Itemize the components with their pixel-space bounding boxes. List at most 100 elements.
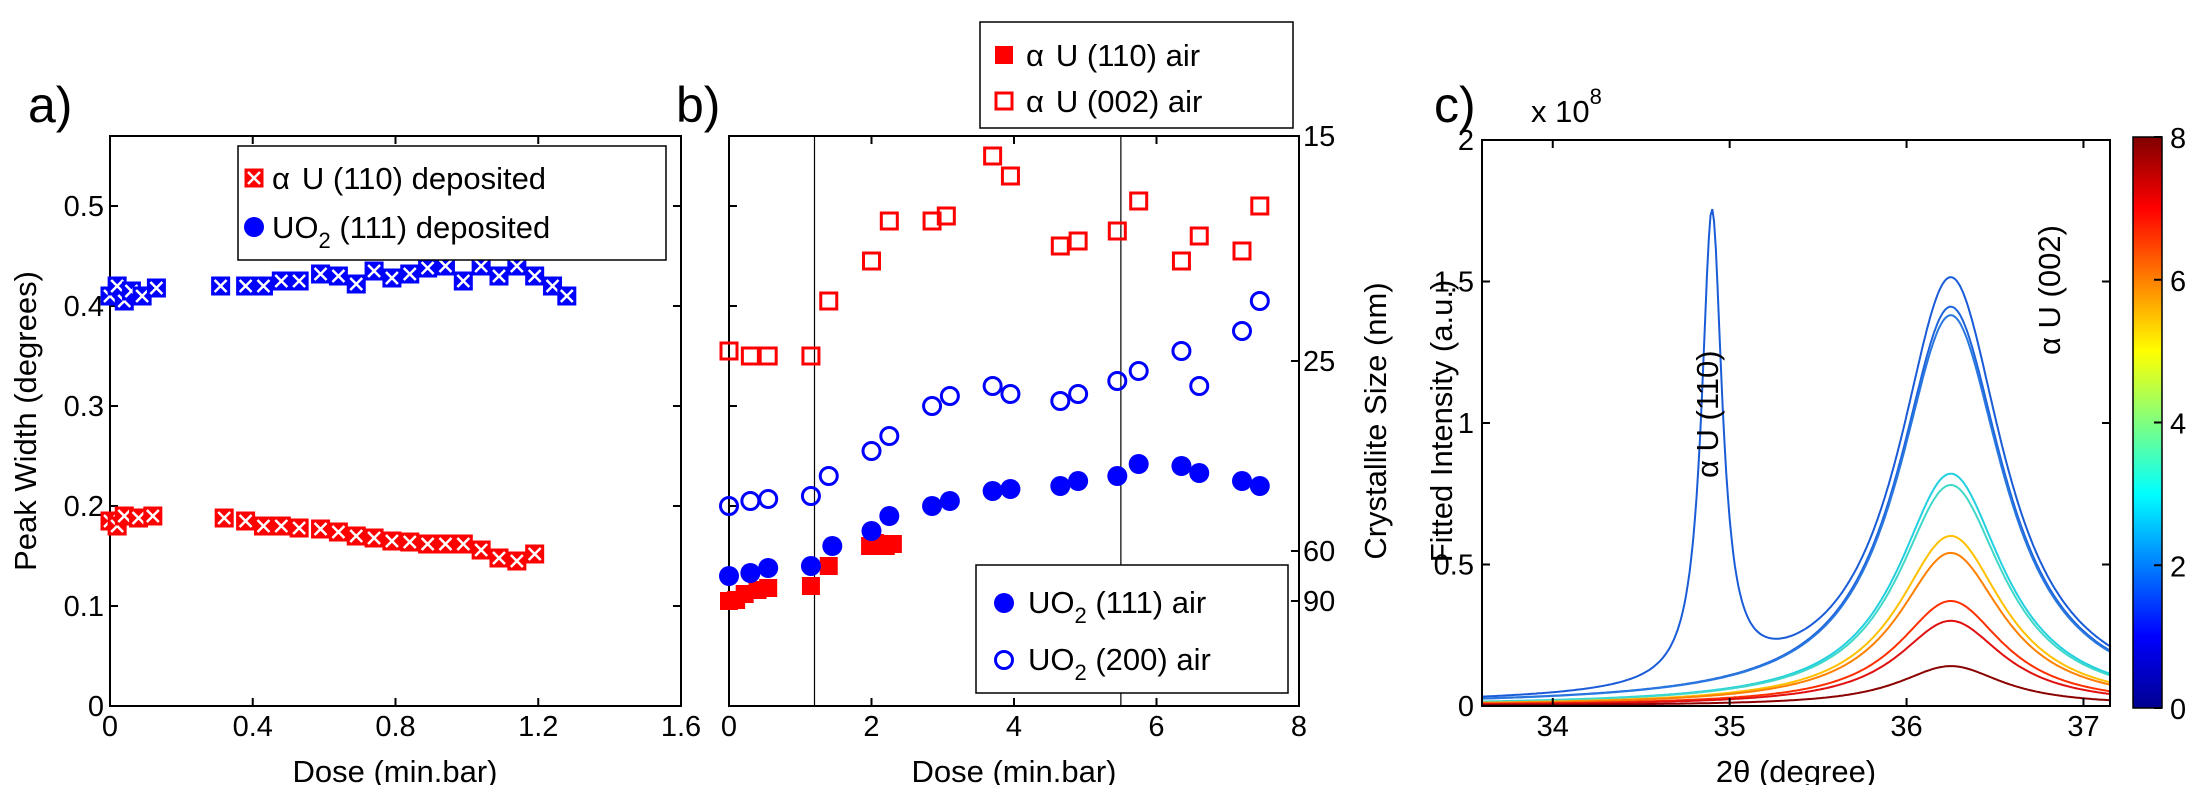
marker--u-002-air (862, 251, 881, 271)
marker--u-110-deposited (453, 534, 473, 554)
marker-uo2-111-deposited (253, 276, 273, 296)
marker-uo2-111-deposited (543, 276, 563, 296)
marker--u-002-air (740, 346, 760, 366)
marker--u-110-deposited-cross (349, 529, 364, 543)
marker-uo2-111-deposited-cross (509, 259, 524, 273)
marker-uo2-111-deposited (507, 256, 527, 276)
marker--u-110-deposited-cross (313, 522, 328, 536)
marker-uo2-111-deposited-cross (238, 279, 253, 293)
x-tick-label: 0 (102, 711, 118, 743)
multiplier-exponent: 8 (1590, 84, 1602, 109)
marker-uo2-111-deposited-cross (527, 269, 542, 283)
marker-uo2-200-air (1128, 361, 1149, 381)
marker--u-110-deposited (311, 519, 331, 539)
marker--u-110-deposited (253, 516, 273, 536)
legend-subscript: 2 (1075, 603, 1087, 628)
marker-uo2-111-deposited (311, 264, 331, 284)
marker-uo2-111-air (1249, 476, 1270, 496)
marker-uo2-111-air (822, 536, 843, 556)
marker-uo2-111-deposited (418, 258, 438, 278)
curve-curve-6 (1482, 534, 2110, 704)
marker--u-110-deposited-cross (420, 537, 435, 551)
x-tick-label: 0 (721, 711, 737, 743)
marker-uo2-111-deposited (489, 266, 509, 286)
panel-a-y-axis-label: Peak Width (degrees) (8, 271, 43, 571)
marker--u-110-deposited (328, 522, 348, 542)
right-tick-label: 15 (1303, 121, 1335, 153)
marker-uo2-111-deposited-cross (135, 289, 150, 303)
marker--u-110-air (759, 579, 778, 597)
legend-greek-alpha: α (1026, 84, 1044, 119)
marker-uo2-111-air (879, 506, 900, 526)
marker-uo2-111-deposited-cross (349, 277, 364, 291)
marker--u-002-air (758, 346, 778, 366)
marker--u-110-deposited-cross (274, 519, 289, 533)
marker-uo2-111-deposited (236, 276, 256, 296)
curve-curve-1 (1482, 208, 2110, 698)
marker--u-110-deposited (236, 511, 256, 531)
marker-uo2-111-air (758, 558, 779, 578)
panel-c-x-ticks: 34 35 36 37 (1537, 140, 2100, 743)
marker-uo2-111-deposited (328, 266, 348, 286)
right-tick-label: 60 (1303, 536, 1335, 568)
marker--u-002-air (936, 206, 956, 226)
marker-uo2-111-deposited-cross (274, 274, 289, 288)
marker-uo2-200-air (719, 496, 739, 516)
panel-a: a) 0 0.4 0.8 1.2 1.6 0 0.1 0.2 0.3 0.4 0.5 Dose (… (8, 77, 701, 785)
marker-uo2-111-deposited-cross (331, 269, 346, 283)
panel-c-x-axis-label: 2θ (degree) (1716, 754, 1876, 785)
marker--u-110-deposited-cross (509, 554, 524, 568)
x-tick-label: 4 (1006, 711, 1022, 743)
marker-uo2-111-deposited-cross (256, 279, 271, 293)
marker--u-110-deposited-cross (527, 547, 542, 561)
marker-uo2-111-deposited-cross (559, 289, 574, 303)
curve-curve-9 (1482, 619, 2110, 706)
marker-uo2-111-deposited-cross (292, 274, 307, 288)
legend-text: U (110) deposited (302, 161, 546, 196)
marker-uo2-111-air (861, 521, 882, 541)
marker--u-110-deposited-cross (456, 537, 471, 551)
x-tick-label: 8 (1291, 711, 1307, 743)
marker--u-110-deposited-cross (145, 509, 160, 523)
curve-curve-10 (1482, 665, 2110, 706)
marker--u-110-air (819, 557, 838, 575)
marker-uo2-111-deposited-cross (545, 279, 560, 293)
marker-uo2-111-deposited-cross (213, 279, 228, 293)
curve-curve-8 (1482, 600, 2110, 705)
marker--u-002-air (922, 211, 942, 231)
marker--u-002-air (801, 346, 821, 366)
panel-b: b) 0 2 4 6 8 15 25 60 90 Dose (min.bar) Crystal… (676, 21, 1393, 785)
marker-uo2-200-air (922, 396, 943, 416)
marker--u-110-deposited (271, 516, 291, 536)
marker-uo2-200-air (1189, 376, 1210, 396)
x-tick-label: 2 (863, 711, 879, 743)
marker-uo2-200-air (1249, 291, 1270, 311)
right-tick-label: 25 (1303, 346, 1335, 378)
legend-alpha-u-110-air: α U (110) air (1026, 38, 1200, 73)
legend-marker (244, 168, 264, 188)
marker-uo2-200-air (861, 441, 882, 461)
annotation-greek: α (1690, 460, 1725, 478)
legend-marker-uo2-200-air (994, 650, 1014, 670)
marker--u-002-air (819, 291, 839, 311)
y-tick-label: 1 (1458, 408, 1474, 440)
marker--u-002-air (879, 211, 899, 231)
legend-marker-uo2-111-deposited (244, 217, 264, 237)
legend-text-2: (200) air (1087, 642, 1211, 677)
panel-a-legend: α U (110) deposited UO2 (111) deposited (237, 145, 667, 261)
y-tick-label: 0.3 (64, 391, 104, 423)
marker--u-110-deposited-cross (217, 511, 232, 525)
panel-b-marks (719, 146, 1270, 610)
annotation-alpha-u-110: α U (110) (1690, 350, 1725, 478)
marker-uo2-200-air (879, 426, 900, 446)
curve-curve-2 (1482, 305, 2110, 700)
marker-uo2-111-deposited (271, 271, 291, 291)
legend-subscript: 2 (1075, 660, 1087, 685)
marker-uo2-111-deposited-cross (456, 274, 471, 288)
x-tick-label: 6 (1148, 711, 1164, 743)
marker-uo2-111-deposited (289, 271, 309, 291)
marker-uo2-111-air (939, 491, 960, 511)
marker-uo2-111-deposited-cross (474, 259, 489, 273)
panel-c-y-ticks: 0 0.5 1 1.5 2 (1434, 125, 2110, 723)
legend-marker (994, 91, 1014, 111)
